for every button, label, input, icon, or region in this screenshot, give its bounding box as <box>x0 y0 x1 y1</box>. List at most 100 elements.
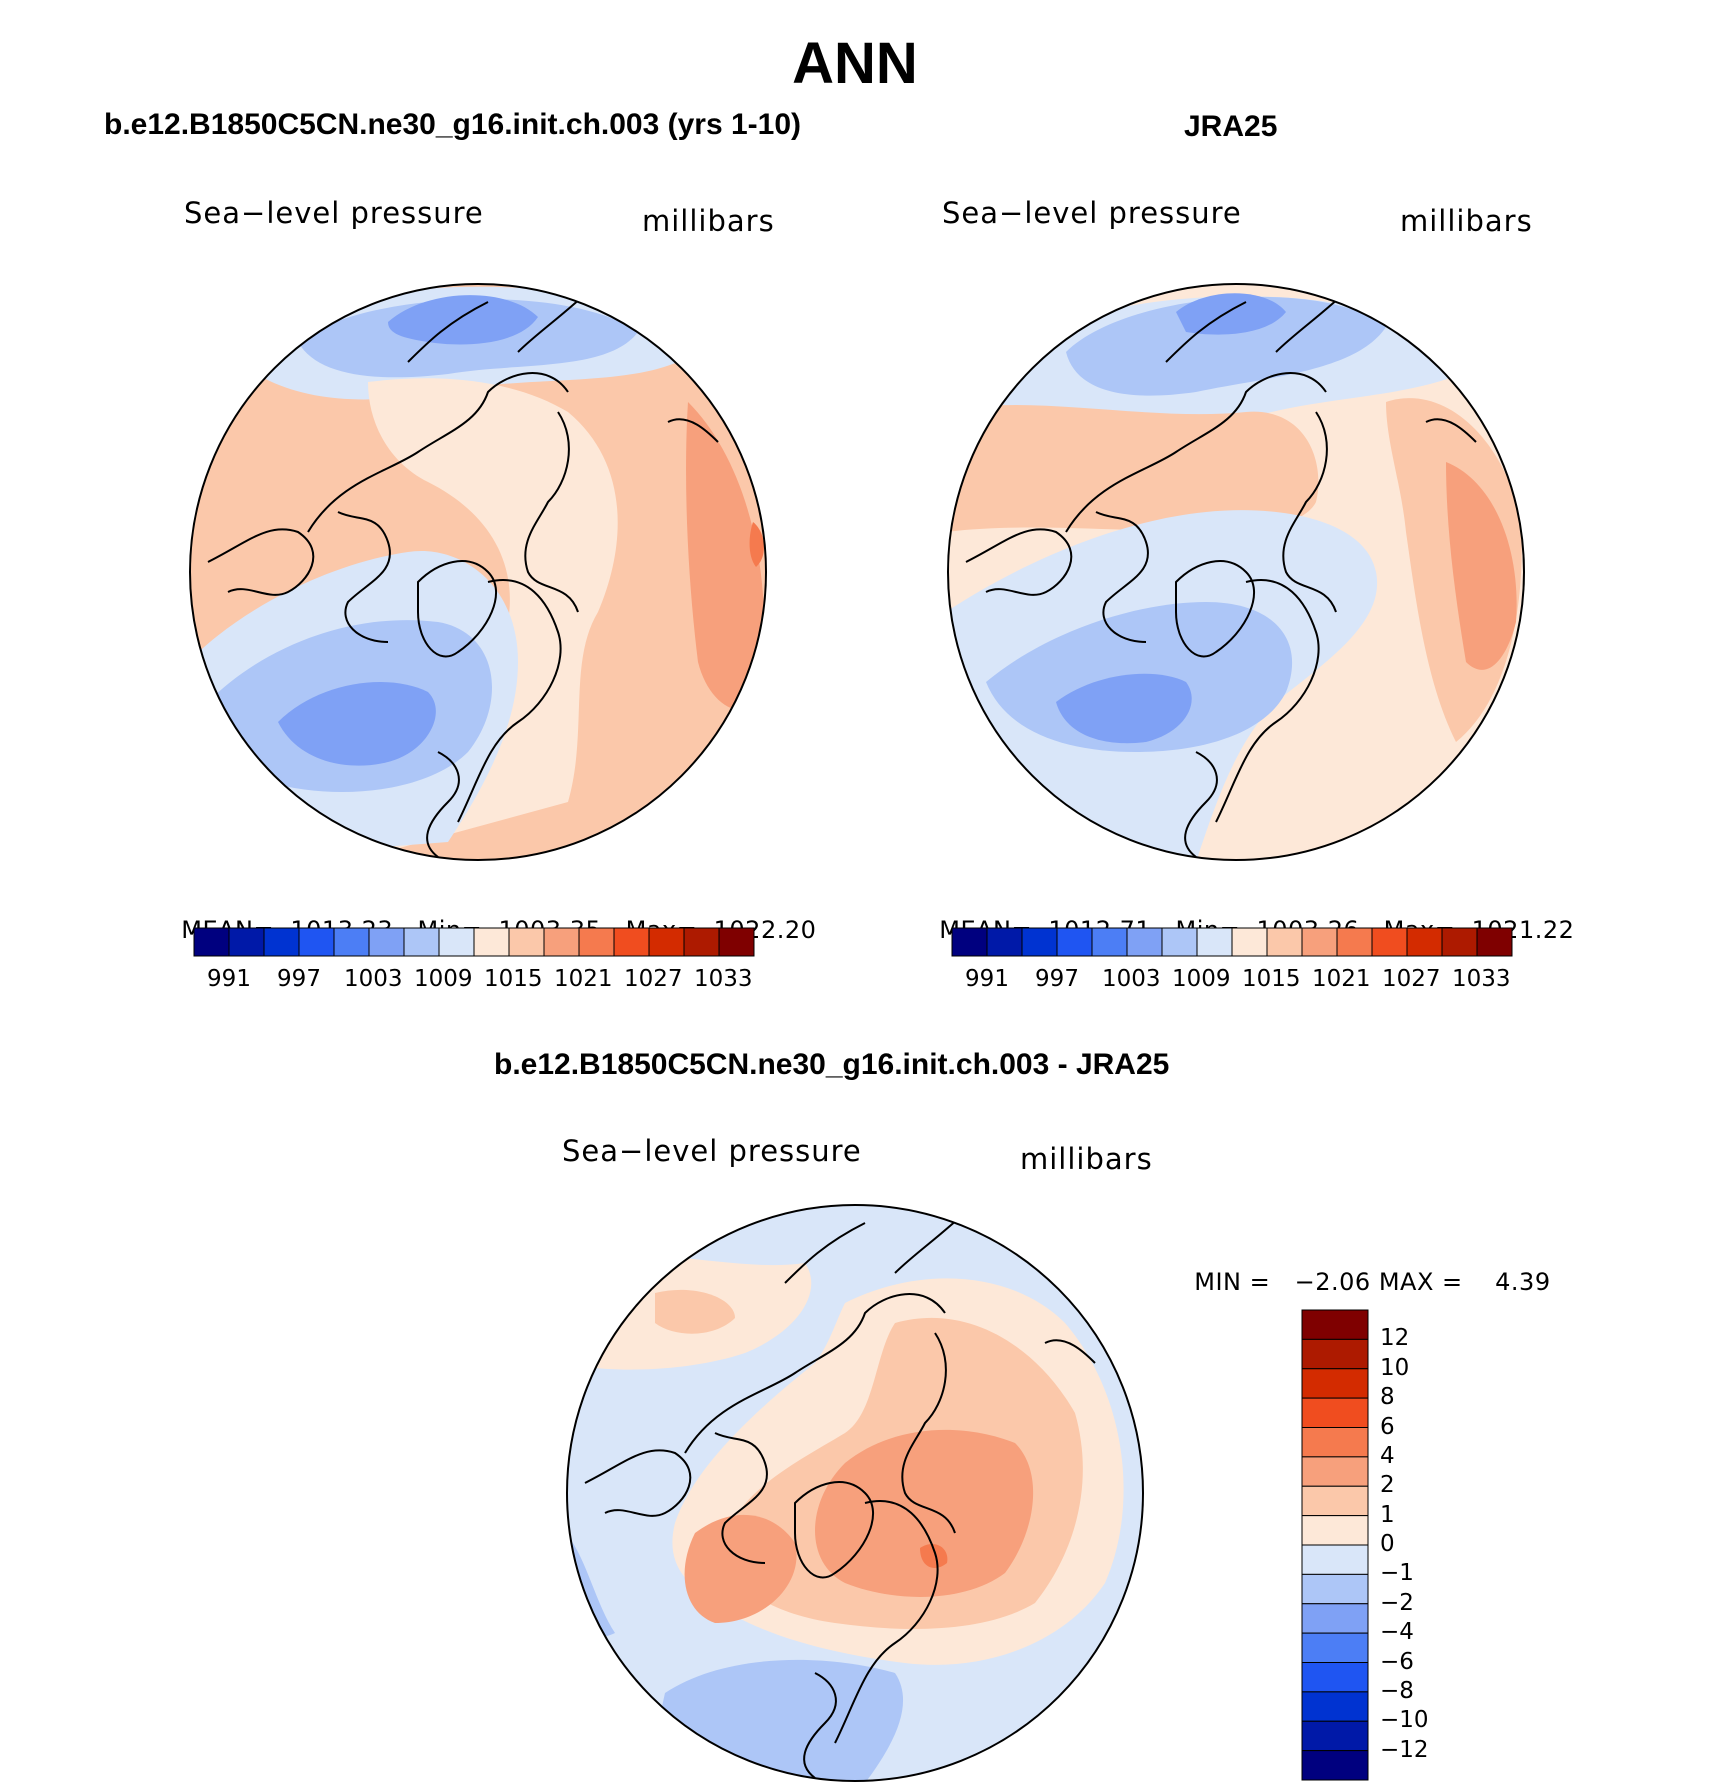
panel-3-polar-map <box>566 1204 1144 1782</box>
panel-1-colorbar-swatch <box>683 927 720 957</box>
panel-3-variable-label: Sea−level pressure <box>562 1134 862 1168</box>
figure-title: ANN <box>792 31 918 96</box>
panel-2-colorbar-tick-label: 991 <box>965 966 1009 992</box>
panel-3-colorbar-tick-label: −1 <box>1380 1560 1414 1587</box>
panel-3-positive-north-core <box>655 1289 735 1334</box>
panel-3-units-label: millibars <box>1020 1142 1153 1176</box>
panel-1-colorbar-swatch <box>648 927 685 957</box>
panel-3-colorbar-swatch <box>1301 1632 1369 1663</box>
panel-2-colorbar-swatch <box>1406 927 1443 957</box>
panel-3-colorbar-tick-label: 10 <box>1380 1354 1410 1381</box>
panel-2-colorbar-tick-label: 1015 <box>1242 966 1301 992</box>
panel-1-colorbar-tick-label: 1003 <box>344 966 403 992</box>
panel-3-colorbar <box>1301 1309 1369 1781</box>
panel-1-colorbar-tick-label: 991 <box>207 966 251 992</box>
panel-2-units-label: millibars <box>1400 204 1533 238</box>
panel-2-colorbar-swatch <box>1231 927 1268 957</box>
panel-1-pacific-low-core <box>388 295 538 345</box>
panel-2-colorbar-swatch <box>1021 927 1058 957</box>
panel-1-colorbar-tick-label: 1027 <box>624 966 683 992</box>
panel-1-title: b.e12.B1850C5CN.ne30_g16.init.ch.003 (yr… <box>104 108 802 141</box>
panel-1-high-core <box>749 522 764 567</box>
panel-2-polar-map <box>947 283 1525 861</box>
panel-2-colorbar-tick-label: 1009 <box>1172 966 1231 992</box>
panel-3-colorbar-swatch <box>1301 1397 1369 1428</box>
panel-3-colorbar-tick-label: 12 <box>1380 1325 1410 1352</box>
panel-2-title: JRA25 <box>1184 110 1278 143</box>
panel-2-colorbar-swatch <box>1371 927 1408 957</box>
panel-1-colorbar-swatch <box>473 927 510 957</box>
panel-1-colorbar-tick-label: 1015 <box>484 966 543 992</box>
panel-3-colorbar-tick-label: 4 <box>1380 1442 1395 1469</box>
panel-1-colorbar <box>193 927 755 957</box>
panel-1-colorbar-swatch <box>228 927 265 957</box>
panel-1-colorbar-swatch <box>263 927 300 957</box>
panel-1-colorbar-swatch <box>718 927 755 957</box>
panel-3-colorbar-swatch <box>1301 1456 1369 1487</box>
panel-1-units-label: millibars <box>642 204 775 238</box>
panel-1-colorbar-tick-label: 1021 <box>554 966 613 992</box>
panel-2-colorbar-swatch <box>1126 927 1163 957</box>
panel-3-colorbar-tick-label: −6 <box>1380 1648 1414 1675</box>
panel-1-colorbar-swatch <box>543 927 580 957</box>
panel-3-min-value: −2.06 <box>1294 1268 1371 1296</box>
panel-1-colorbar-swatch <box>368 927 405 957</box>
panel-2-colorbar-swatch <box>1056 927 1093 957</box>
panel-3-colorbar-tick-label: 2 <box>1380 1472 1395 1499</box>
panel-3-colorbar-swatch <box>1301 1603 1369 1634</box>
panel-1-colorbar-swatch <box>333 927 370 957</box>
panel-3-colorbar-swatch <box>1301 1750 1369 1781</box>
panel-1-polar-map <box>189 283 767 861</box>
panel-3-colorbar-tick-label: −12 <box>1380 1736 1429 1763</box>
panel-2-colorbar-swatch <box>1091 927 1128 957</box>
panel-2-colorbar-tick-label: 997 <box>1035 966 1079 992</box>
panel-2-colorbar-swatch <box>951 927 988 957</box>
panel-1-colorbar-tick-label: 1033 <box>694 966 753 992</box>
panel-3-colorbar-tick-label: −4 <box>1380 1619 1414 1646</box>
panel-1-colorbar-tick-label: 1009 <box>414 966 473 992</box>
panel-3-title: b.e12.B1850C5CN.ne30_g16.init.ch.003 - J… <box>494 1048 1170 1081</box>
panel-2-colorbar-tick-label: 1033 <box>1452 966 1511 992</box>
panel-2-colorbar-swatch <box>1476 927 1513 957</box>
panel-2-colorbar-swatch <box>1196 927 1233 957</box>
panel-3-colorbar-tick-label: 6 <box>1380 1413 1395 1440</box>
panel-3-colorbar-swatch <box>1301 1662 1369 1693</box>
panel-1-colorbar-swatch <box>438 927 475 957</box>
panel-2-right-high-core <box>1446 462 1517 670</box>
panel-1-colorbar-swatch <box>508 927 545 957</box>
panel-2-colorbar-swatch <box>1161 927 1198 957</box>
panel-3-positive-west-core <box>684 1514 797 1623</box>
panel-3-min-label: MIN = <box>1194 1268 1271 1296</box>
panel-2-pacific-low-core <box>1176 293 1286 335</box>
panel-3-colorbar-swatch <box>1301 1691 1369 1722</box>
panel-3-colorbar-tick-label: −10 <box>1380 1707 1429 1734</box>
panel-1-colorbar-swatch <box>403 927 440 957</box>
panel-3-positive-east-peak <box>920 1543 948 1568</box>
panel-3-colorbar-tick-label: −2 <box>1380 1589 1414 1616</box>
panel-2-colorbar-tick-label: 1003 <box>1102 966 1161 992</box>
panel-2-colorbar-swatch <box>1336 927 1373 957</box>
panel-1-colorbar-tick-label: 997 <box>277 966 321 992</box>
panel-3-colorbar-swatch <box>1301 1427 1369 1458</box>
panel-2-central-high <box>948 404 1319 532</box>
panel-1-atlantic-low-core <box>278 682 436 766</box>
panel-2-colorbar-tick-label: 1027 <box>1382 966 1441 992</box>
panel-2-coastlines <box>965 284 1477 858</box>
panel-1-siberian-high <box>686 402 765 710</box>
panel-2-colorbar <box>951 927 1513 957</box>
panel-3-colorbar-swatch <box>1301 1485 1369 1517</box>
panel-3-colorbar-tick-label: 0 <box>1380 1531 1395 1557</box>
panel-3-colorbar-swatch <box>1301 1544 1369 1575</box>
panel-3-colorbar-tick-label: 1 <box>1380 1501 1395 1528</box>
panel-3-colorbar-swatch <box>1301 1515 1369 1546</box>
panel-3-colorbar-swatch <box>1301 1338 1369 1370</box>
panel-1-variable-label: Sea−level pressure <box>184 196 484 230</box>
panel-2-atlantic-low-core <box>1056 673 1192 744</box>
panel-3-colorbar-swatch <box>1301 1720 1369 1752</box>
panel-3-max-label: MAX = <box>1378 1268 1463 1296</box>
panel-1-colorbar-swatch <box>613 927 650 957</box>
panel-3-max-value: 4.39 <box>1495 1268 1551 1296</box>
panel-3-colorbar-tick-label: −8 <box>1380 1677 1414 1704</box>
panel-3-stats: MIN = −2.06 MAX = 4.39 <box>1178 1240 1551 1296</box>
panel-1-light-band <box>328 378 618 860</box>
